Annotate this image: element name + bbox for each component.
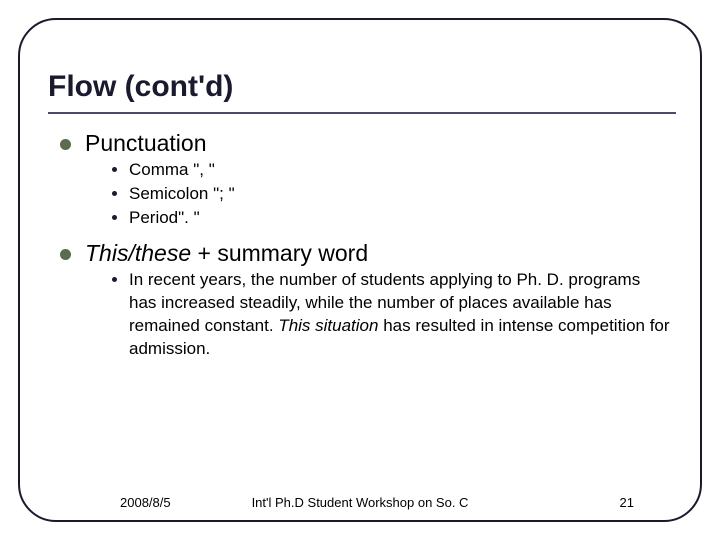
bullet-icon xyxy=(60,249,71,260)
sublist-item-label: In recent years, the number of students … xyxy=(129,269,670,361)
bullet-icon xyxy=(112,191,117,196)
sublist-item-label: Period". " xyxy=(129,207,200,230)
footer-page-number: 21 xyxy=(620,495,634,510)
list-item-label: Punctuation xyxy=(85,130,206,157)
sublist-item: In recent years, the number of students … xyxy=(112,269,670,361)
slide-body: Punctuation Comma ", " Semicolon "; " Pe… xyxy=(60,130,670,371)
list-item-label: This/these + summary word xyxy=(85,240,368,267)
sublist-item-label: Semicolon "; " xyxy=(129,183,235,206)
bullet-icon xyxy=(112,277,117,282)
footer-title: Int'l Ph.D Student Workshop on So. C xyxy=(252,495,469,510)
italic-text: This/these xyxy=(85,240,191,266)
slide-title: Flow (cont'd) xyxy=(48,70,233,104)
plain-text: + summary word xyxy=(191,240,368,266)
bullet-icon xyxy=(60,139,71,150)
sublist-item: Period". " xyxy=(112,207,670,230)
sublist: Comma ", " Semicolon "; " Period". " xyxy=(112,159,670,230)
italic-text: This situation xyxy=(278,316,378,335)
title-underline xyxy=(48,112,676,114)
sublist-item: Semicolon "; " xyxy=(112,183,670,206)
list-item: This/these + summary word xyxy=(60,240,670,267)
footer-date: 2008/8/5 xyxy=(120,495,171,510)
slide-footer: 2008/8/5 Int'l Ph.D Student Workshop on … xyxy=(0,495,720,510)
bullet-icon xyxy=(112,167,117,172)
list-item: Punctuation xyxy=(60,130,670,157)
sublist: In recent years, the number of students … xyxy=(112,269,670,361)
sublist-item-label: Comma ", " xyxy=(129,159,215,182)
bullet-icon xyxy=(112,215,117,220)
sublist-item: Comma ", " xyxy=(112,159,670,182)
